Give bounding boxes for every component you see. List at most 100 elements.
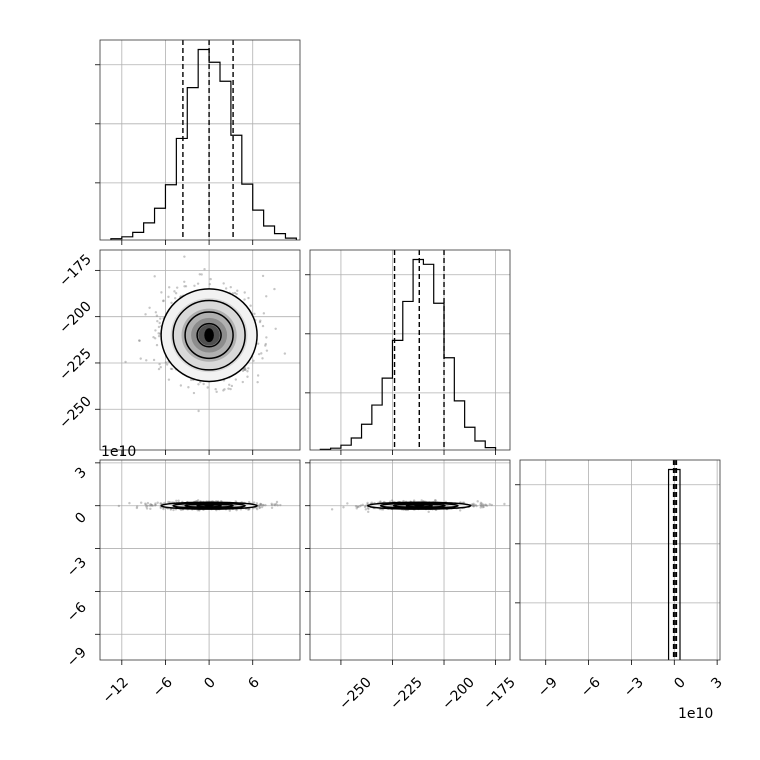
x-offset-label: 1e10	[678, 706, 713, 722]
scatter-point	[370, 501, 374, 504]
scatter-point	[256, 342, 260, 345]
scatter-point	[150, 504, 153, 507]
scatter-point	[273, 287, 276, 291]
scatter-point	[356, 505, 360, 509]
scatter-point	[433, 499, 437, 502]
contour-line	[160, 501, 258, 510]
scatter-point	[135, 505, 139, 508]
panel-frame	[309, 459, 511, 661]
x-tick-label: 3	[708, 675, 726, 693]
scatter-point	[252, 359, 255, 362]
scatter-point	[247, 500, 251, 504]
scatter-point	[270, 502, 273, 506]
scatter-point	[155, 343, 159, 347]
scatter-point	[484, 504, 487, 507]
scatter-point	[366, 501, 369, 505]
scatter-point	[159, 365, 162, 369]
scatter-point	[159, 502, 163, 505]
scatter-point	[170, 301, 173, 305]
scatter-point	[475, 504, 478, 508]
scatter-point	[243, 291, 246, 294]
scatter-point	[255, 507, 259, 511]
scatter-point	[259, 504, 262, 507]
x-tick-label: 6	[245, 674, 263, 692]
scatter-point	[184, 285, 188, 288]
scatter-point	[152, 358, 156, 362]
density-clip	[117, 499, 282, 512]
scatter-point	[160, 291, 163, 294]
x-tick-labels-right-column: −9 −6 −3 0 3	[535, 674, 726, 700]
scatter-point	[259, 319, 262, 322]
histogram-clip	[667, 460, 681, 660]
scatter-point	[246, 370, 249, 373]
scatter-point	[273, 503, 276, 506]
scatter-point	[157, 367, 161, 371]
scatter-point	[482, 504, 485, 507]
scatter-point	[148, 306, 151, 309]
scatter-point	[261, 503, 265, 507]
scatter-point	[222, 389, 225, 392]
scatter-point	[124, 360, 127, 364]
y-tick-label: 0	[72, 510, 90, 528]
scatter-point	[484, 503, 487, 506]
scatter-point	[224, 287, 228, 290]
scatter-point	[154, 502, 157, 505]
scatter-point	[159, 317, 162, 320]
contour-line	[160, 288, 258, 383]
scatter-point	[265, 295, 268, 298]
scatter-point	[275, 500, 279, 504]
x-tick-label: −12	[100, 675, 132, 707]
scatter-point	[379, 500, 382, 503]
scatter-point	[261, 274, 265, 278]
panel-contour-x-y	[95, 249, 301, 455]
scatter-point	[169, 508, 173, 511]
scatter-point	[355, 507, 358, 510]
panel-contour-x-z	[95, 459, 301, 665]
contour-line	[196, 322, 222, 348]
scatter-point	[170, 367, 174, 371]
scatter-point	[367, 510, 370, 514]
scatter-point	[481, 505, 484, 509]
scatter-point	[471, 504, 474, 507]
scatter-point	[273, 503, 277, 507]
scatter-point	[235, 292, 238, 296]
scatter-point	[151, 504, 154, 507]
scatter-point	[222, 282, 225, 285]
x-tick-label: −175	[480, 675, 519, 714]
scatter-point	[252, 501, 256, 504]
scatter-point	[214, 388, 217, 391]
scatter-point	[135, 506, 139, 510]
scatter-point	[274, 327, 277, 330]
y-tick-label: −3	[64, 555, 90, 581]
scatter-point	[156, 501, 159, 504]
scatter-point	[264, 344, 267, 347]
histogram-steps	[110, 48, 297, 240]
scatter-point	[283, 352, 287, 355]
scatter-point	[265, 336, 268, 339]
contour-line	[196, 503, 222, 508]
scatter-point	[260, 352, 263, 355]
scatter-point	[264, 503, 267, 507]
scatter-point	[168, 286, 171, 289]
density-core	[204, 328, 214, 343]
scatter-point	[479, 506, 482, 509]
scatter-point	[236, 289, 239, 292]
scatter-point	[244, 368, 247, 372]
scatter-point	[117, 504, 121, 508]
scatter-point	[167, 378, 171, 381]
scatter-point	[233, 291, 237, 295]
scatter-point	[139, 357, 142, 360]
scatter-point	[162, 507, 165, 511]
scatter-point	[503, 502, 506, 506]
scatter-point	[262, 504, 265, 507]
scatter-point	[202, 382, 205, 386]
panel-frame	[99, 249, 301, 451]
scatter-point	[203, 267, 206, 271]
scatter-point	[346, 502, 349, 505]
scatter-point	[167, 295, 170, 299]
scatter-point	[259, 502, 262, 506]
y-tick-label: 3	[72, 465, 90, 483]
scatter-point	[198, 273, 201, 276]
scatter-point	[255, 502, 259, 505]
